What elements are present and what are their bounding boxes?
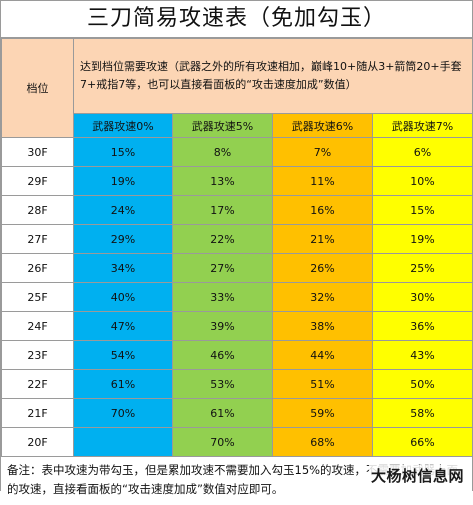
speed-cell: 10% <box>371 166 473 196</box>
table-row: 27F 29% 22% 21% 19% <box>1 224 473 254</box>
speed-cell: 66% <box>371 427 473 457</box>
gear-cell: 28F <box>1 195 74 225</box>
speed-cell: 46% <box>172 340 273 370</box>
speed-cell: 36% <box>371 311 473 341</box>
speed-cell: 38% <box>272 311 373 341</box>
column-header-weapon-0: 武器攻速0% <box>73 113 173 138</box>
gear-cell: 27F <box>1 224 74 254</box>
gear-cell: 25F <box>1 282 74 312</box>
speed-cell: 19% <box>371 224 473 254</box>
speed-cell: 70% <box>73 398 173 428</box>
table-row: 20F 70% 68% 66% <box>1 427 473 457</box>
speed-cell: 26% <box>272 253 373 283</box>
table-row: 25F 40% 33% 32% 30% <box>1 282 473 312</box>
column-header-row: 武器攻速0% 武器攻速5% 武器攻速6% 武器攻速7% <box>2 113 473 138</box>
speed-cell: 15% <box>371 195 473 225</box>
speed-cell: 50% <box>371 369 473 399</box>
requirement-description: 达到档位需要攻速（武器之外的所有攻速相加，巅峰10+随从3+箭筒20+手套7+戒… <box>72 38 473 114</box>
table-row: 29F 19% 13% 11% 10% <box>1 166 473 196</box>
attack-speed-table: 档位 达到档位需要攻速（武器之外的所有攻速相加，巅峰10+随从3+箭筒20+手套… <box>1 38 473 457</box>
speed-cell: 33% <box>172 282 273 312</box>
speed-cell: 25% <box>371 253 473 283</box>
table-row: 24F 47% 39% 38% 36% <box>1 311 473 341</box>
gear-cell: 30F <box>1 137 74 167</box>
table-row: 26F 34% 27% 26% 25% <box>1 253 473 283</box>
speed-cell: 21% <box>272 224 373 254</box>
speed-cell: 19% <box>73 166 173 196</box>
speed-cell: 40% <box>73 282 173 312</box>
speed-cell: 29% <box>73 224 173 254</box>
gear-cell: 24F <box>1 311 74 341</box>
site-watermark: 大杨树信息网 <box>368 465 466 486</box>
table-row: 23F 54% 46% 44% 43% <box>1 340 473 370</box>
speed-cell: 15% <box>73 137 173 167</box>
speed-cell: 30% <box>371 282 473 312</box>
speed-cell: 11% <box>272 166 373 196</box>
speed-cell: 16% <box>272 195 373 225</box>
table-row: 30F 15% 8% 7% 6% <box>1 137 473 167</box>
speed-cell: 68% <box>272 427 373 457</box>
speed-cell: 13% <box>172 166 273 196</box>
table-row: 28F 24% 17% 16% 15% <box>1 195 473 225</box>
speed-cell: 6% <box>371 137 473 167</box>
speed-cell: 17% <box>172 195 273 225</box>
column-header-weapon-5: 武器攻速5% <box>172 113 273 138</box>
speed-cell: 44% <box>272 340 373 370</box>
speed-cell: 24% <box>73 195 173 225</box>
sheet-title: 三刀简易攻速表（免加勾玉） <box>1 1 472 38</box>
speed-cell: 8% <box>172 137 273 167</box>
table-header-row: 档位 达到档位需要攻速（武器之外的所有攻速相加，巅峰10+随从3+箭筒20+手套… <box>1 38 473 138</box>
speed-cell: 58% <box>371 398 473 428</box>
speed-cell: 34% <box>73 253 173 283</box>
gear-column-header: 档位 <box>1 38 74 138</box>
speed-cell: 47% <box>73 311 173 341</box>
speed-cell: 59% <box>272 398 373 428</box>
speed-cell: 61% <box>172 398 273 428</box>
speed-cell: 32% <box>272 282 373 312</box>
gear-cell: 29F <box>1 166 74 196</box>
speed-cell: 22% <box>172 224 273 254</box>
column-header-weapon-6: 武器攻速6% <box>272 113 373 138</box>
gear-cell: 20F <box>1 427 74 457</box>
gear-cell: 21F <box>1 398 74 428</box>
speed-cell: 53% <box>172 369 273 399</box>
gear-cell: 26F <box>1 253 74 283</box>
speed-cell <box>73 427 173 457</box>
speed-cell: 7% <box>272 137 373 167</box>
speed-cell: 27% <box>172 253 273 283</box>
speed-cell: 70% <box>172 427 273 457</box>
table-row: 21F 70% 61% 59% 58% <box>1 398 473 428</box>
speed-cell: 39% <box>172 311 273 341</box>
gear-cell: 22F <box>1 369 74 399</box>
speed-cell: 51% <box>272 369 373 399</box>
speed-cell: 43% <box>371 340 473 370</box>
speed-cell: 54% <box>73 340 173 370</box>
speed-cell: 61% <box>73 369 173 399</box>
column-header-weapon-7: 武器攻速7% <box>371 113 473 138</box>
gear-cell: 23F <box>1 340 74 370</box>
table-row: 22F 61% 53% 51% 50% <box>1 369 473 399</box>
